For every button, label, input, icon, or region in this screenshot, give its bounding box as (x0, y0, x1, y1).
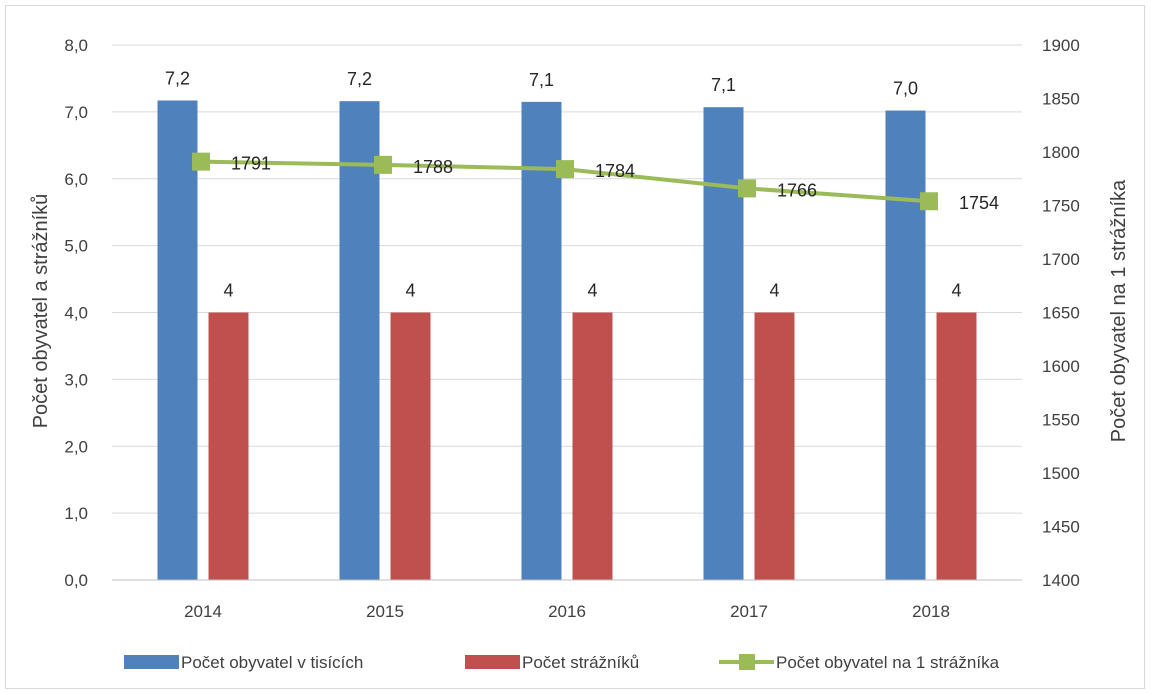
bar (754, 312, 795, 580)
legend-swatch (124, 655, 179, 669)
bar-data-label: 4 (769, 281, 779, 301)
y-tick-label: 6,0 (64, 170, 88, 189)
y2-axis-title: Počet obyvatel na 1 strážníka (1108, 179, 1130, 442)
y2-tick-label: 1600 (1042, 357, 1080, 376)
line-marker (374, 155, 392, 174)
bar-data-label: 7,0 (893, 79, 918, 99)
line-series (192, 152, 938, 211)
bar (703, 107, 744, 580)
y-tick-label: 1,0 (64, 504, 88, 523)
axes: 0,0 1,0 2,0 3,0 4,0 5,0 6,0 7,0 8,0 1400 1450 1500 1… (64, 36, 1079, 621)
x-tick-label: 2015 (366, 602, 404, 621)
line-data-label: 1784 (595, 161, 635, 181)
legend-label: Počet obyvatel v tisících (181, 653, 363, 672)
y2-tick-label: 1650 (1042, 304, 1080, 323)
legend-swatch-marker (739, 654, 755, 670)
x-tick-label: 2017 (730, 602, 768, 621)
legend-label: Počet obyvatel na 1 strážníka (776, 653, 1000, 672)
y2-tick-label: 1450 (1042, 518, 1080, 537)
bars (157, 100, 977, 581)
y-tick-label: 5,0 (64, 237, 88, 256)
y2-tick-label: 1700 (1042, 250, 1080, 269)
y-tick-label: 0,0 (64, 571, 88, 590)
y2-tick-label: 1750 (1042, 197, 1080, 216)
bar (885, 110, 926, 580)
bar-data-label: 4 (587, 281, 597, 301)
y2-tick-label: 1400 (1042, 571, 1080, 590)
y-tick-label: 4,0 (64, 304, 88, 323)
bar-data-label: 4 (405, 281, 415, 301)
line-marker (920, 192, 938, 211)
bar-data-label: 7,1 (711, 75, 736, 95)
bar-data-label: 7,2 (347, 69, 372, 89)
y-tick-label: 2,0 (64, 437, 88, 456)
bar (208, 312, 249, 580)
x-tick-label: 2016 (548, 602, 586, 621)
legend-swatch (465, 655, 520, 669)
bar-data-label: 4 (223, 281, 233, 301)
line-data-label: 1754 (959, 193, 999, 213)
x-tick-label: 2018 (912, 602, 950, 621)
line-marker (738, 179, 756, 198)
bar-data-label: 4 (951, 281, 961, 301)
line-data-label: 1788 (413, 157, 453, 177)
bar (936, 312, 977, 580)
line-marker (556, 160, 574, 179)
x-tick-label: 2014 (184, 602, 222, 621)
bar-data-label: 7,1 (529, 70, 554, 90)
y2-tick-label: 1900 (1042, 36, 1080, 55)
line-data-label: 1791 (231, 154, 271, 174)
bar (157, 100, 198, 580)
y2-tick-label: 1550 (1042, 411, 1080, 430)
y2-tick-label: 1500 (1042, 464, 1080, 483)
bar (572, 312, 613, 580)
gridlines (112, 44, 1022, 514)
line-data-label: 1766 (777, 180, 817, 200)
bar-data-label: 7,2 (165, 69, 190, 89)
bar (390, 312, 431, 580)
line-marker (192, 152, 210, 171)
legend-label: Počet strážníků (522, 653, 639, 672)
legend: Počet obyvatel v tisících Počet strážníků… (124, 653, 1000, 672)
y-tick-label: 7,0 (64, 103, 88, 122)
bar (339, 101, 380, 581)
y2-tick-label: 1850 (1042, 90, 1080, 109)
bar (521, 101, 562, 580)
y-axis-title: Počet obyvatel a strážníků (30, 194, 52, 429)
y-tick-label: 8,0 (64, 36, 88, 55)
data-labels: 7,2 7,2 7,1 7,1 7,0 4 4 4 4 4 1791 1788 1784 1766 1754 (165, 69, 999, 301)
y-tick-label: 3,0 (64, 370, 88, 389)
y2-tick-label: 1800 (1042, 143, 1080, 162)
